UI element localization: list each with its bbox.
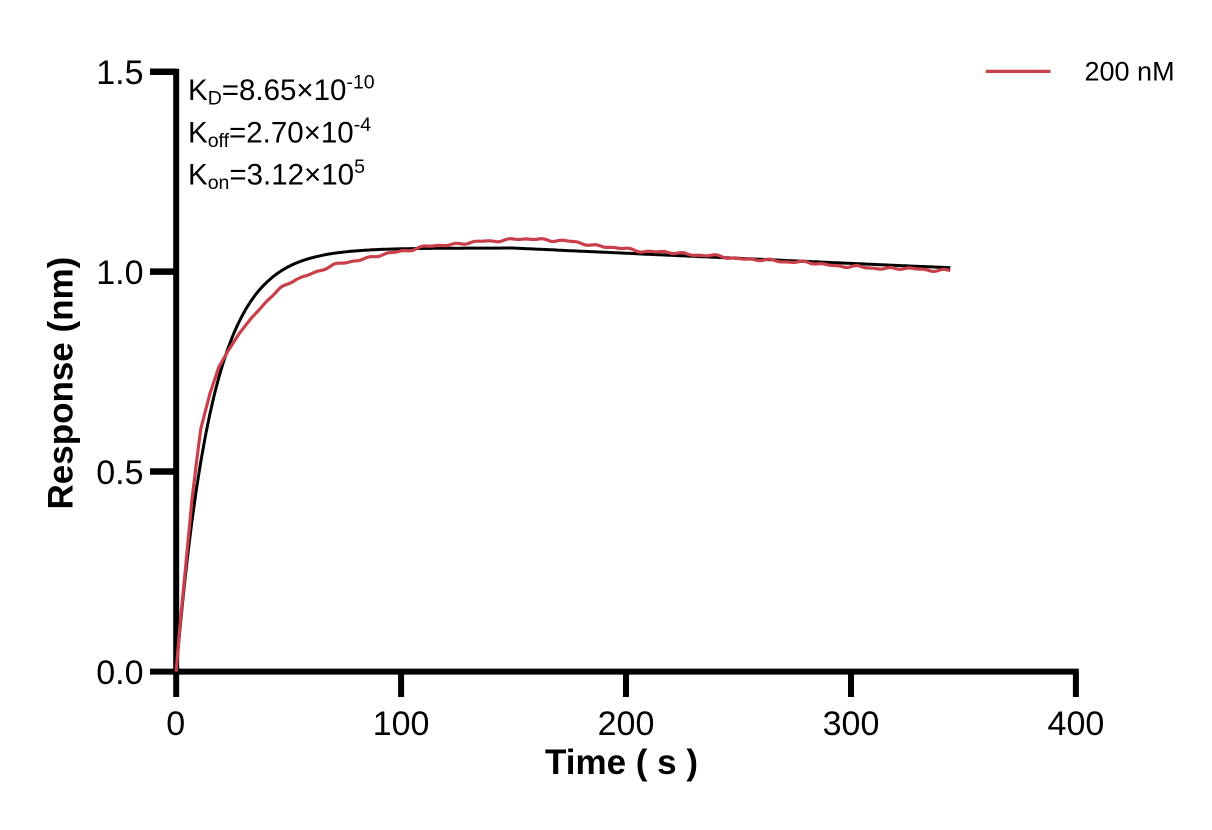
svg-text:0.0: 0.0 bbox=[96, 654, 143, 692]
svg-text:Time ( s ): Time ( s ) bbox=[545, 743, 698, 782]
svg-text:Koff=2.70×10-4: Koff=2.70×10-4 bbox=[188, 114, 371, 152]
svg-text:200 nM: 200 nM bbox=[1085, 57, 1175, 87]
svg-text:0: 0 bbox=[166, 705, 185, 743]
svg-text:200: 200 bbox=[598, 705, 655, 743]
svg-text:0.5: 0.5 bbox=[96, 454, 143, 492]
svg-text:Response (nm): Response (nm) bbox=[42, 257, 81, 510]
svg-text:100: 100 bbox=[373, 705, 430, 743]
svg-text:Kon=3.12×105: Kon=3.12×105 bbox=[188, 156, 365, 194]
svg-text:300: 300 bbox=[823, 705, 880, 743]
svg-text:1.5: 1.5 bbox=[96, 54, 143, 92]
svg-text:400: 400 bbox=[1048, 705, 1105, 743]
svg-text:1.0: 1.0 bbox=[96, 254, 143, 292]
